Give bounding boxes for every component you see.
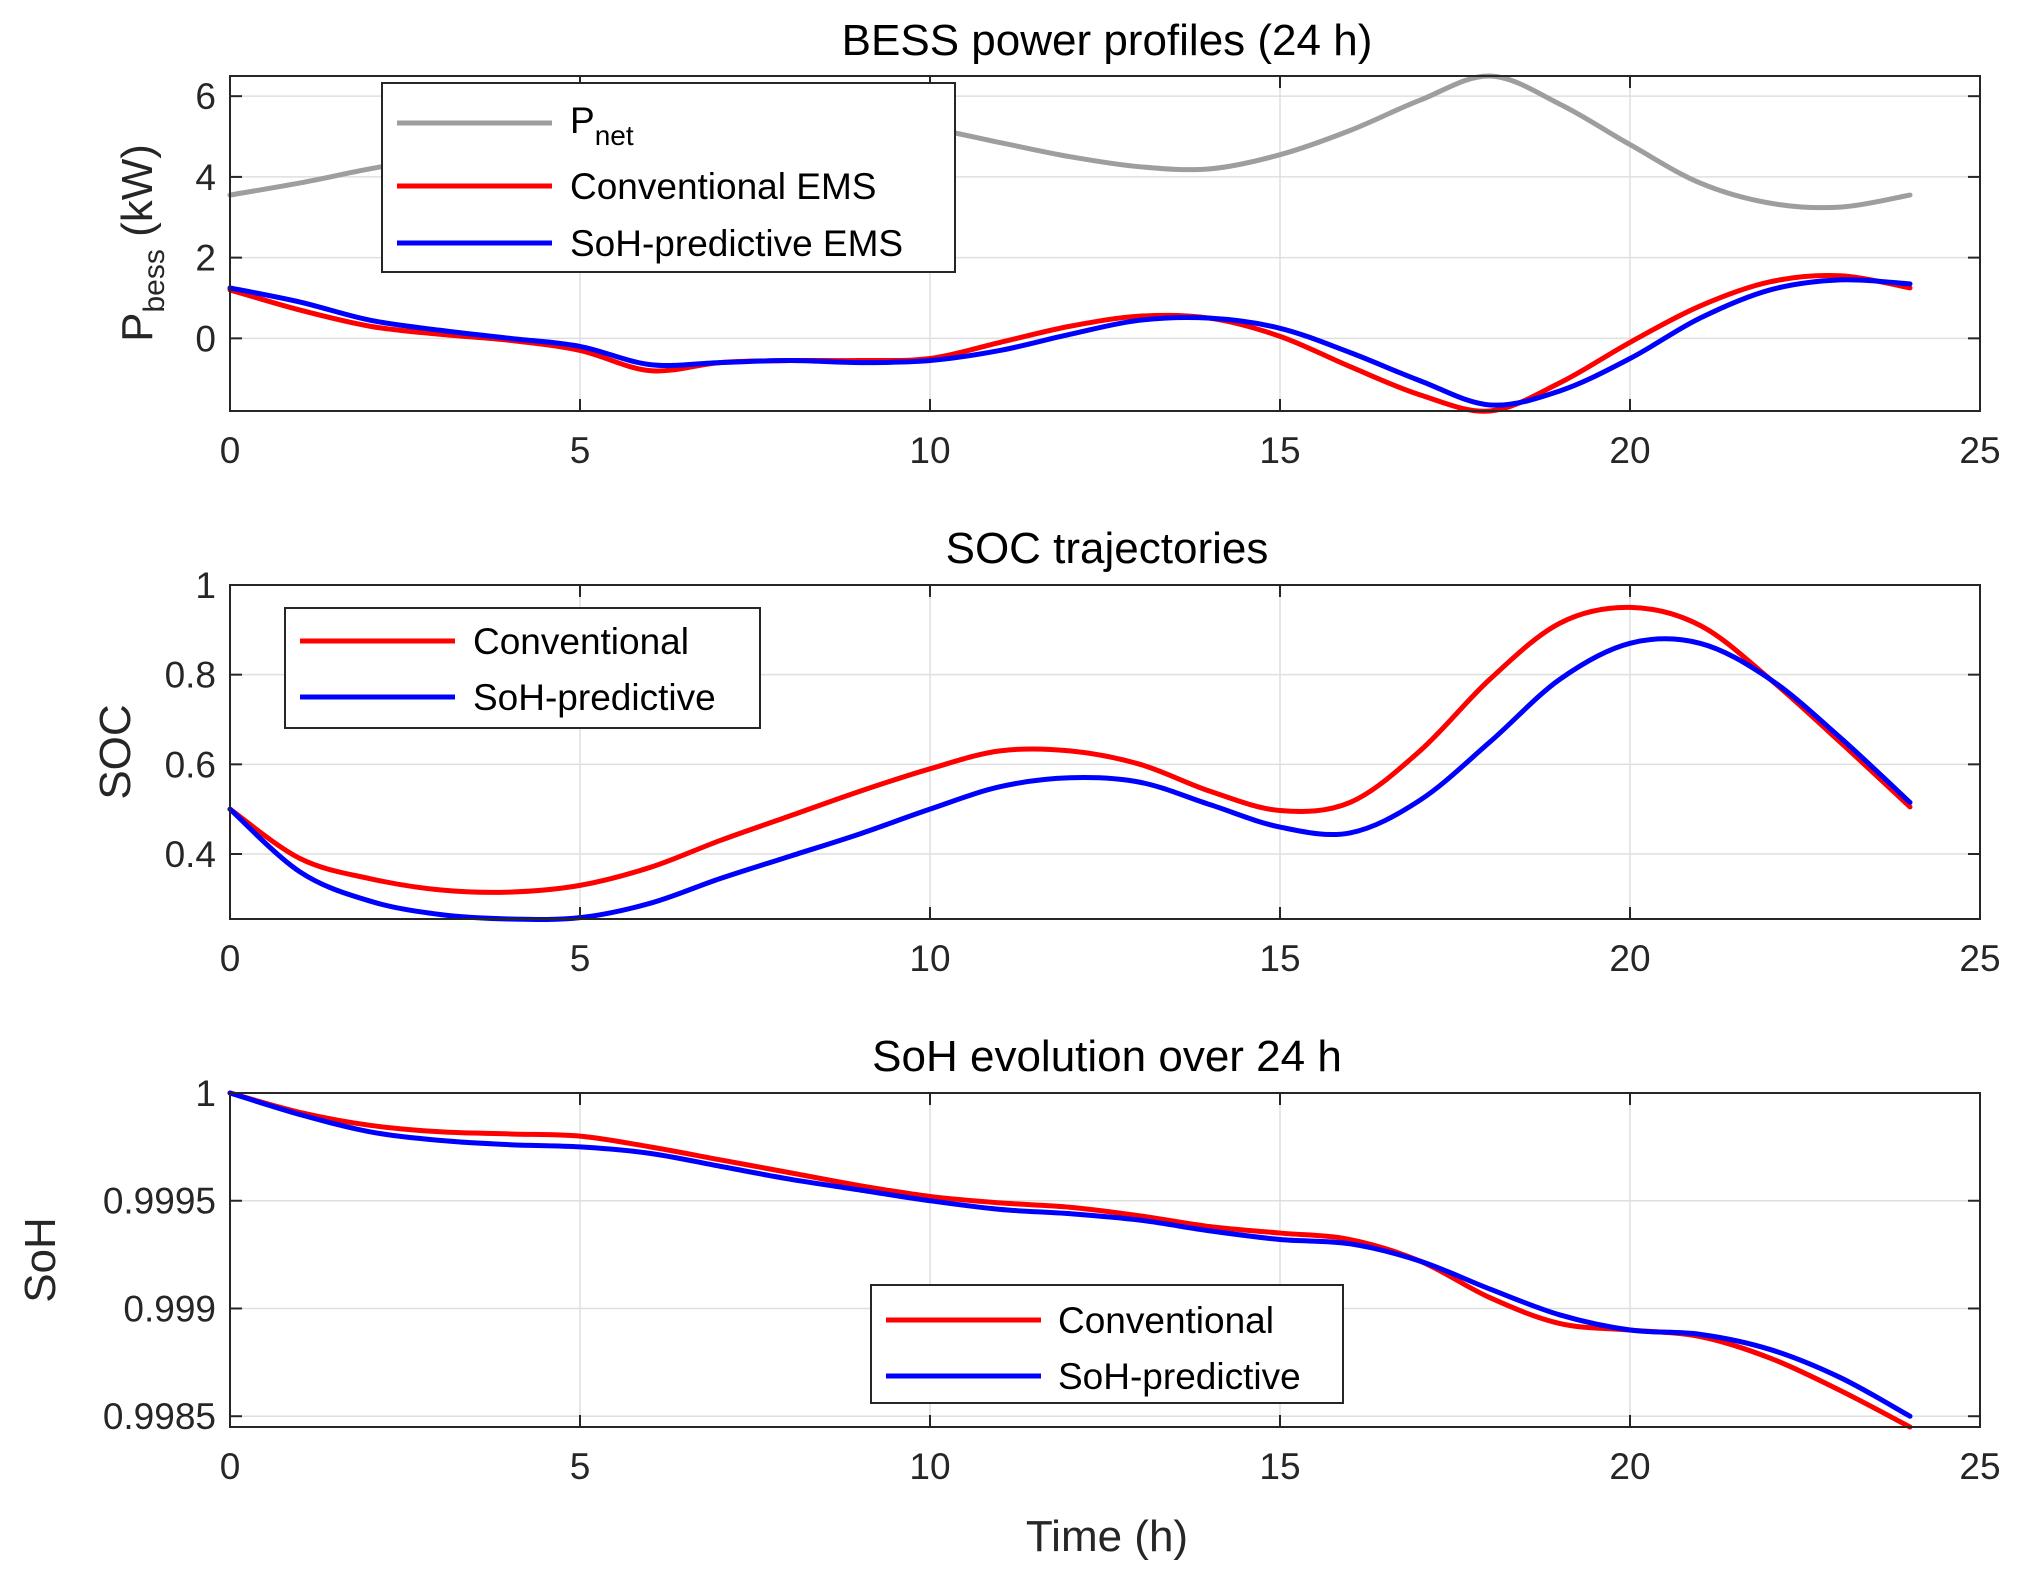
ytick-label-soc: 1 (195, 565, 216, 606)
legend-box-soc (284, 607, 761, 729)
subplot-power-title: BESS power profiles (24 h) (842, 16, 1373, 65)
xtick-label-soc: 15 (1259, 938, 1300, 979)
xtick-label-soc: 10 (909, 938, 950, 979)
xticks-power: 0 5 10 15 20 25 (220, 76, 2001, 471)
subplot-power-profiles: BESS power profiles (24 h) 0 5 10 15 20 25 0 2… (113, 16, 2001, 471)
series-soh (227, 1090, 1913, 1430)
ylabel-soc: SOC (91, 704, 140, 799)
series-line-soh-predictive-ems-power (227, 277, 1913, 408)
ytick-label-soh: 0.9995 (103, 1181, 216, 1222)
xtick-label-soh: 25 (1959, 1446, 2000, 1487)
ytick-label-soc: 0.8 (165, 655, 216, 696)
xlabel-time: Time (h) (1026, 1512, 1188, 1561)
ylabel-soh: SoH (16, 1217, 65, 1303)
xtick-label-soh: 5 (570, 1446, 591, 1487)
ytick-label-soh: 1 (195, 1073, 216, 1114)
yticks-soh: 0.9985 0.999 0.9995 1 (103, 1073, 1980, 1437)
xtick-label-soh: 20 (1609, 1446, 1650, 1487)
xtick-label-soc: 20 (1609, 938, 1650, 979)
xtick-label-soc: 5 (570, 938, 591, 979)
legend-label-soh-predictive-soh: SoH-predictive (1058, 1356, 1301, 1397)
subplot-soh-evolution: SoH evolution over 24 h 0 5 10 15 20 25 0.998… (16, 1032, 2001, 1487)
ytick-label-power: 2 (195, 238, 216, 279)
xtick-label-soh: 10 (909, 1446, 950, 1487)
legend-soh: Conventional SoH-predictive (870, 1284, 1344, 1404)
xtick-label-soc: 25 (1959, 938, 2000, 979)
xticks-soc: 0 5 10 15 20 25 (220, 585, 2001, 979)
xtick-label-soc: 0 (220, 938, 241, 979)
xtick-label-power: 0 (220, 430, 241, 471)
ytick-label-soc: 0.4 (165, 834, 216, 875)
legend-label-soh-predictive-soc: SoH-predictive (473, 677, 716, 718)
xtick-label-power: 5 (570, 430, 591, 471)
legend-label-conventional-soh: Conventional (1058, 1300, 1274, 1341)
ylabel-power: Pbess (kW) (113, 144, 171, 342)
ytick-label-soh: 0.999 (123, 1288, 216, 1329)
xtick-label-power: 20 (1609, 430, 1650, 471)
yticks-power: 0 2 4 6 (195, 76, 1980, 359)
xtick-label-power: 25 (1959, 430, 2000, 471)
series-line-soh-predictive-soh (227, 1090, 1913, 1419)
legend-box-soh (870, 1284, 1344, 1404)
legend-power: Pnet Conventional EMS SoH-predictive EMS (381, 82, 956, 273)
xtick-label-soh: 15 (1259, 1446, 1300, 1487)
subplot-soh-title: SoH evolution over 24 h (872, 1032, 1342, 1081)
legend-label-conventional-ems: Conventional EMS (570, 166, 876, 207)
legend-soc: Conventional SoH-predictive (284, 607, 761, 729)
subplot-soc-title: SOC trajectories (946, 524, 1269, 573)
ytick-label-soc: 0.6 (165, 744, 216, 785)
legend-label-conventional-soc: Conventional (473, 621, 689, 662)
legend-label-pnet: Pnet (570, 100, 634, 151)
subplot-soc-trajectories: SOC trajectories 0 5 10 15 20 25 0.4 0.6 0.8 1 S… (91, 524, 2001, 979)
yticks-soc: 0.4 0.6 0.8 1 (165, 565, 1980, 875)
xtick-label-soh: 0 (220, 1446, 241, 1487)
ytick-label-power: 0 (195, 318, 216, 359)
xticks-soh: 0 5 10 15 20 25 (220, 1093, 2001, 1487)
series-line-conventional-soc (227, 604, 1913, 895)
ytick-label-soh: 0.9985 (103, 1396, 216, 1437)
legend-label-soh-predictive-ems: SoH-predictive EMS (570, 223, 903, 264)
ytick-label-power: 6 (195, 76, 216, 117)
xtick-label-power: 10 (909, 430, 950, 471)
xtick-label-power: 15 (1259, 430, 1300, 471)
ytick-label-power: 4 (195, 157, 216, 198)
